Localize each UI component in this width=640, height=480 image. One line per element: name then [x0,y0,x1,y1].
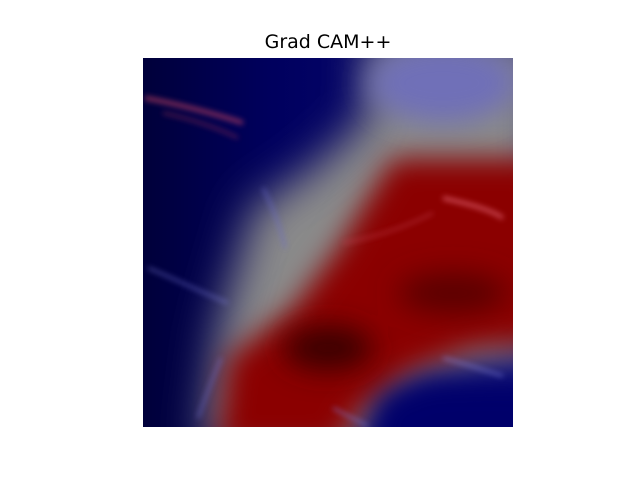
heatmap-svg [143,58,513,427]
activation-peaks [283,273,508,370]
image-texture [144,96,505,427]
lower-right-cold [373,378,513,427]
light-blue-patch [368,58,513,123]
grad-cam-heatmap [143,58,513,427]
figure-title: Grad CAM++ [264,31,392,53]
